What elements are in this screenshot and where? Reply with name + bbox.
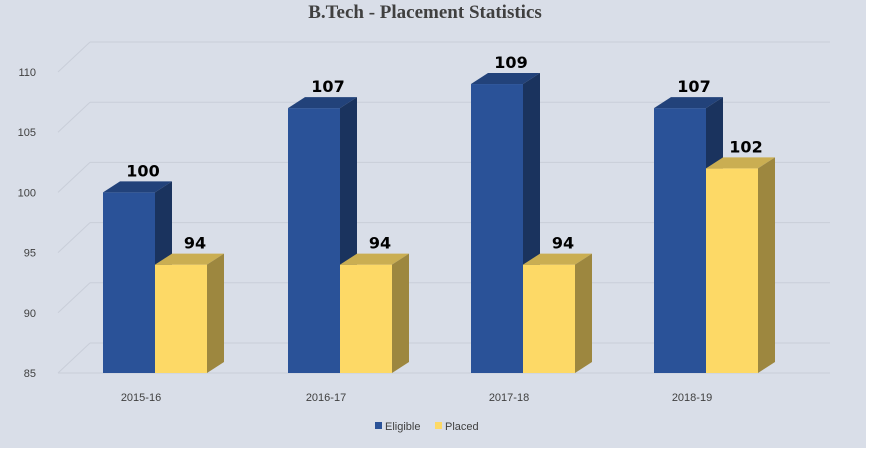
grid-line-diag (57, 222, 91, 253)
y-tick-label: 90 (24, 308, 36, 320)
x-axis-ticks: 2015-16 2016-17 2017-18 2018-19 (121, 392, 712, 404)
y-axis-ticks: 85 90 95 100 105 110 (18, 67, 36, 380)
grid-line-diag (57, 41, 91, 73)
x-tick-label: 2017-18 (489, 392, 529, 404)
bar-top-eligible (471, 73, 540, 85)
bar-top-placed (155, 253, 224, 265)
bar-top-placed (340, 253, 409, 265)
bar-chart: B.Tech - Placement Statistics 8590951001… (18, 2, 830, 433)
data-label: 94 (369, 234, 391, 253)
data-label: 94 (552, 234, 574, 253)
bar-top-placed (523, 253, 592, 265)
bar-top-eligible (288, 97, 357, 109)
data-label: 102 (729, 137, 762, 156)
bar-eligible (288, 108, 340, 374)
y-tick-label: 105 (18, 127, 36, 139)
bar-top-eligible (654, 97, 723, 109)
y-tick-label: 110 (18, 67, 36, 79)
data-label: 94 (184, 234, 206, 253)
bar-eligible (103, 192, 155, 373)
chart-container: B.Tech - Placement Statistics 85 90 95 100 1… (0, 0, 866, 448)
grid-line-diag (57, 342, 91, 374)
grid-line-diag (57, 162, 91, 193)
legend-label-eligible: Eligible (385, 421, 420, 433)
bar-side-placed (758, 157, 775, 373)
grid-line-diag (57, 101, 91, 133)
y-tick-label: 85 (24, 368, 36, 380)
legend-swatch-placed (435, 422, 442, 429)
bar-placed (706, 168, 758, 373)
bar-placed (340, 264, 392, 373)
bars (103, 73, 775, 374)
grid-line-diag (57, 282, 91, 314)
bar-placed (155, 264, 207, 373)
data-label: 100 (126, 161, 159, 180)
x-tick-label: 2018-19 (672, 392, 712, 404)
legend: Eligible Placed (375, 421, 479, 433)
legend-swatch-eligible (375, 422, 382, 429)
bar-top-placed (706, 157, 775, 169)
bar-placed (523, 264, 575, 373)
legend-label-placed: Placed (445, 421, 479, 433)
bar-side-placed (207, 253, 224, 373)
bar-top-eligible (103, 181, 172, 193)
bar-eligible (654, 108, 706, 374)
data-label: 107 (677, 77, 710, 96)
data-label: 107 (311, 77, 344, 96)
data-labels: 100 94 107 94 109 94 107 102 (126, 53, 762, 253)
data-label: 109 (494, 53, 527, 72)
chart-title: B.Tech - Placement Statistics (308, 2, 542, 23)
bar-side-placed (575, 253, 592, 373)
y-tick-label: 100 (18, 187, 36, 199)
x-tick-label: 2016-17 (306, 392, 346, 404)
x-tick-label: 2015-16 (121, 392, 161, 404)
bar-eligible (471, 84, 523, 373)
bar-side-placed (392, 253, 409, 373)
y-tick-label: 95 (24, 248, 36, 260)
